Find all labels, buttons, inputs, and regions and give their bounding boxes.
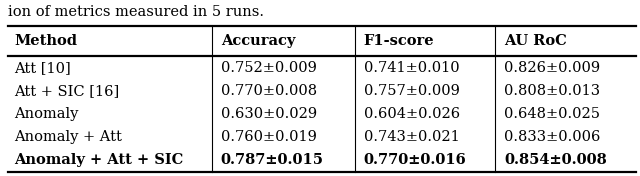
Text: 0.741±0.010: 0.741±0.010: [364, 61, 459, 75]
Text: Anomaly: Anomaly: [14, 107, 79, 121]
Text: Att [10]: Att [10]: [14, 61, 71, 75]
Text: Method: Method: [14, 34, 77, 48]
Text: Anomaly + Att + SIC: Anomaly + Att + SIC: [14, 153, 183, 167]
Text: Anomaly + Att: Anomaly + Att: [14, 130, 122, 144]
Text: F1-score: F1-score: [364, 34, 434, 48]
Text: 0.630±0.029: 0.630±0.029: [221, 107, 317, 121]
Text: 0.757±0.009: 0.757±0.009: [364, 84, 460, 98]
Text: 0.770±0.008: 0.770±0.008: [221, 84, 317, 98]
Text: 0.770±0.016: 0.770±0.016: [364, 153, 467, 167]
Text: 0.833±0.006: 0.833±0.006: [504, 130, 601, 144]
Text: 0.826±0.009: 0.826±0.009: [504, 61, 600, 75]
Text: 0.604±0.026: 0.604±0.026: [364, 107, 460, 121]
Text: Att + SIC [16]: Att + SIC [16]: [14, 84, 119, 98]
Text: AU RoC: AU RoC: [504, 34, 567, 48]
Text: 0.808±0.013: 0.808±0.013: [504, 84, 600, 98]
Text: ion of metrics measured in 5 runs.: ion of metrics measured in 5 runs.: [8, 5, 264, 19]
Text: Accuracy: Accuracy: [221, 34, 295, 48]
Text: 0.854±0.008: 0.854±0.008: [504, 153, 607, 167]
Text: 0.648±0.025: 0.648±0.025: [504, 107, 600, 121]
Text: 0.760±0.019: 0.760±0.019: [221, 130, 317, 144]
Text: 0.787±0.015: 0.787±0.015: [221, 153, 324, 167]
Text: 0.743±0.021: 0.743±0.021: [364, 130, 460, 144]
Text: 0.752±0.009: 0.752±0.009: [221, 61, 317, 75]
